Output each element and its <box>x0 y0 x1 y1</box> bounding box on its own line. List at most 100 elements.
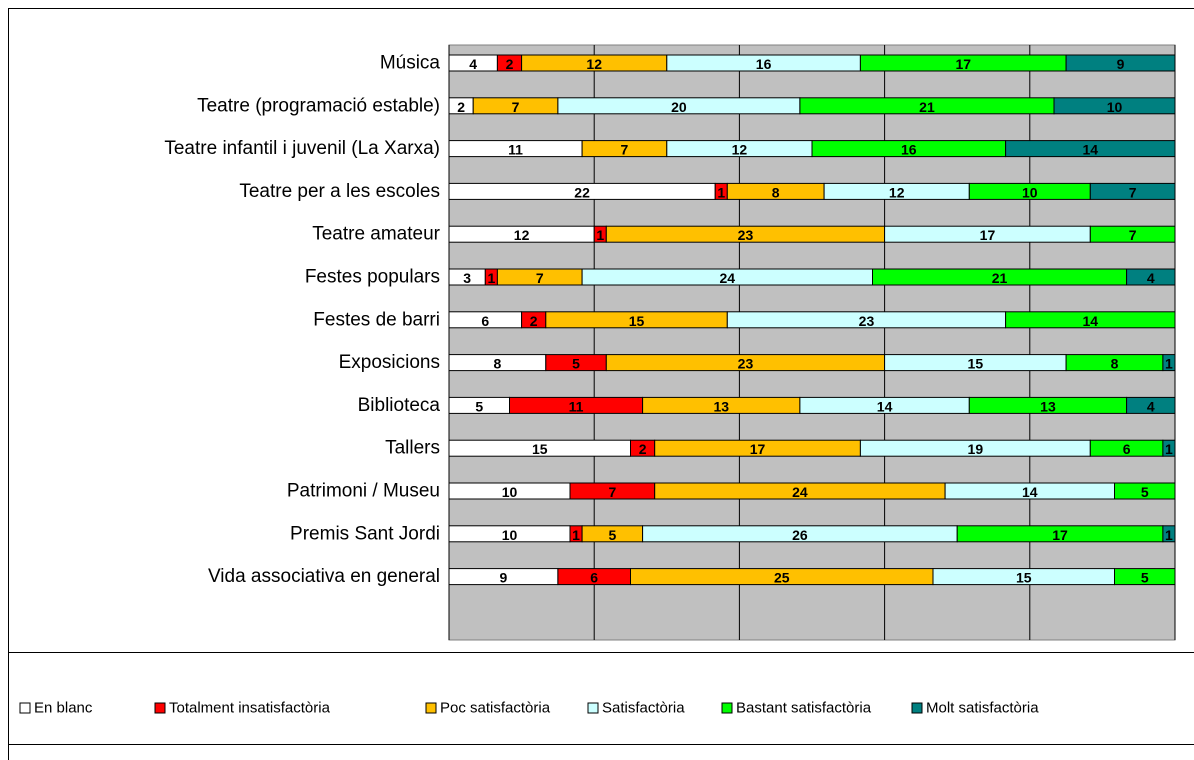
value-label: 7 <box>1129 184 1137 200</box>
legend-box <box>8 652 1194 745</box>
chart-border <box>8 8 1194 760</box>
legend-swatch <box>425 702 437 714</box>
value-label: 7 <box>512 99 520 115</box>
value-label: 21 <box>919 99 935 115</box>
value-label: 13 <box>1040 398 1056 414</box>
value-label: 11 <box>569 398 584 414</box>
value-label: 16 <box>756 56 772 72</box>
category-label: Vida associativa en general <box>208 566 440 587</box>
value-label: 12 <box>586 56 602 72</box>
value-label: 20 <box>671 99 687 115</box>
value-label: 17 <box>1052 527 1068 543</box>
bar-segment <box>1053 97 1176 115</box>
legend-swatch <box>721 702 733 714</box>
value-label: 7 <box>1129 227 1137 243</box>
value-label: 4 <box>1147 398 1155 414</box>
value-label: 24 <box>720 270 736 286</box>
value-label: 25 <box>774 570 790 586</box>
bar-segment <box>1114 482 1176 500</box>
bar-segment <box>1162 439 1176 457</box>
value-label: 12 <box>889 184 905 200</box>
value-label: 22 <box>574 184 590 200</box>
bar-segment <box>1089 225 1176 243</box>
bar-segment <box>1089 182 1176 200</box>
value-label: 2 <box>639 441 647 457</box>
value-label: 5 <box>475 398 483 414</box>
value-label: 1 <box>596 227 604 243</box>
value-label: 12 <box>514 227 530 243</box>
value-label: 12 <box>732 142 748 158</box>
value-label: 23 <box>859 313 875 329</box>
value-label: 15 <box>532 441 548 457</box>
value-label: 7 <box>608 484 616 500</box>
value-label: 10 <box>1107 99 1123 115</box>
category-label: Teatre amateur <box>312 224 440 245</box>
value-label: 5 <box>572 356 580 372</box>
value-label: 15 <box>1016 570 1032 586</box>
value-label: 24 <box>792 484 808 500</box>
value-label: 4 <box>1147 270 1155 286</box>
value-label: 19 <box>968 441 984 457</box>
value-label: 14 <box>877 398 893 414</box>
value-label: 6 <box>1123 441 1131 457</box>
bar-segment <box>1126 268 1176 286</box>
value-label: 3 <box>463 270 471 286</box>
bar-segment <box>1114 568 1176 586</box>
bar-segment <box>1162 354 1176 372</box>
category-label: Exposicions <box>339 352 440 373</box>
value-label: 15 <box>629 313 645 329</box>
category-label: Biblioteca <box>358 395 441 416</box>
bar-segment <box>1162 525 1176 543</box>
value-label: 13 <box>713 398 729 414</box>
value-label: 5 <box>1141 484 1149 500</box>
legend-swatch <box>911 702 923 714</box>
category-label: Tallers <box>385 438 440 459</box>
value-label: 1 <box>1165 356 1173 372</box>
value-label: 2 <box>457 99 465 115</box>
value-label: 10 <box>502 527 518 543</box>
value-label: 17 <box>980 227 996 243</box>
legend-label: Molt satisfactòria <box>926 700 1039 717</box>
value-label: 8 <box>494 356 502 372</box>
value-label: 6 <box>481 313 489 329</box>
value-label: 8 <box>772 184 780 200</box>
legend-swatch <box>587 702 599 714</box>
bar-segment <box>1126 396 1176 414</box>
bar-segment <box>1005 311 1176 329</box>
value-label: 23 <box>738 227 754 243</box>
value-label: 1 <box>572 527 580 543</box>
value-label: 21 <box>992 270 1008 286</box>
value-label: 11 <box>508 142 523 158</box>
value-label: 2 <box>506 56 514 72</box>
bar-segment <box>1065 54 1176 72</box>
value-label: 14 <box>1083 142 1099 158</box>
value-label: 5 <box>1141 570 1149 586</box>
category-label: Teatre infantil i juvenil (La Xarxa) <box>164 138 440 159</box>
value-label: 26 <box>792 527 808 543</box>
legend-label: Bastant satisfactòria <box>736 700 872 717</box>
category-label: Teatre (programació estable) <box>197 95 440 116</box>
legend-label: Poc satisfactòria <box>440 700 551 717</box>
category-label: Festes populars <box>305 267 440 288</box>
legend-swatch <box>154 702 166 714</box>
value-label: 7 <box>621 142 629 158</box>
value-label: 9 <box>1117 56 1125 72</box>
legend-label: Satisfactòria <box>602 700 685 717</box>
value-label: 2 <box>530 313 538 329</box>
value-label: 6 <box>590 570 598 586</box>
value-label: 16 <box>901 142 917 158</box>
category-label: Música <box>380 53 441 74</box>
category-label: Premis Sant Jordi <box>290 523 440 544</box>
value-label: 1 <box>717 184 725 200</box>
legend-label: En blanc <box>34 700 93 717</box>
value-label: 10 <box>1022 184 1038 200</box>
value-label: 14 <box>1022 484 1038 500</box>
value-label: 17 <box>955 56 971 72</box>
category-label: Teatre per a les escoles <box>239 181 440 202</box>
legend-label: Totalment insatisfactòria <box>169 700 331 717</box>
plot-area <box>448 44 1176 641</box>
value-label: 4 <box>469 56 477 72</box>
bar-segment <box>1005 140 1176 158</box>
value-label: 17 <box>750 441 766 457</box>
